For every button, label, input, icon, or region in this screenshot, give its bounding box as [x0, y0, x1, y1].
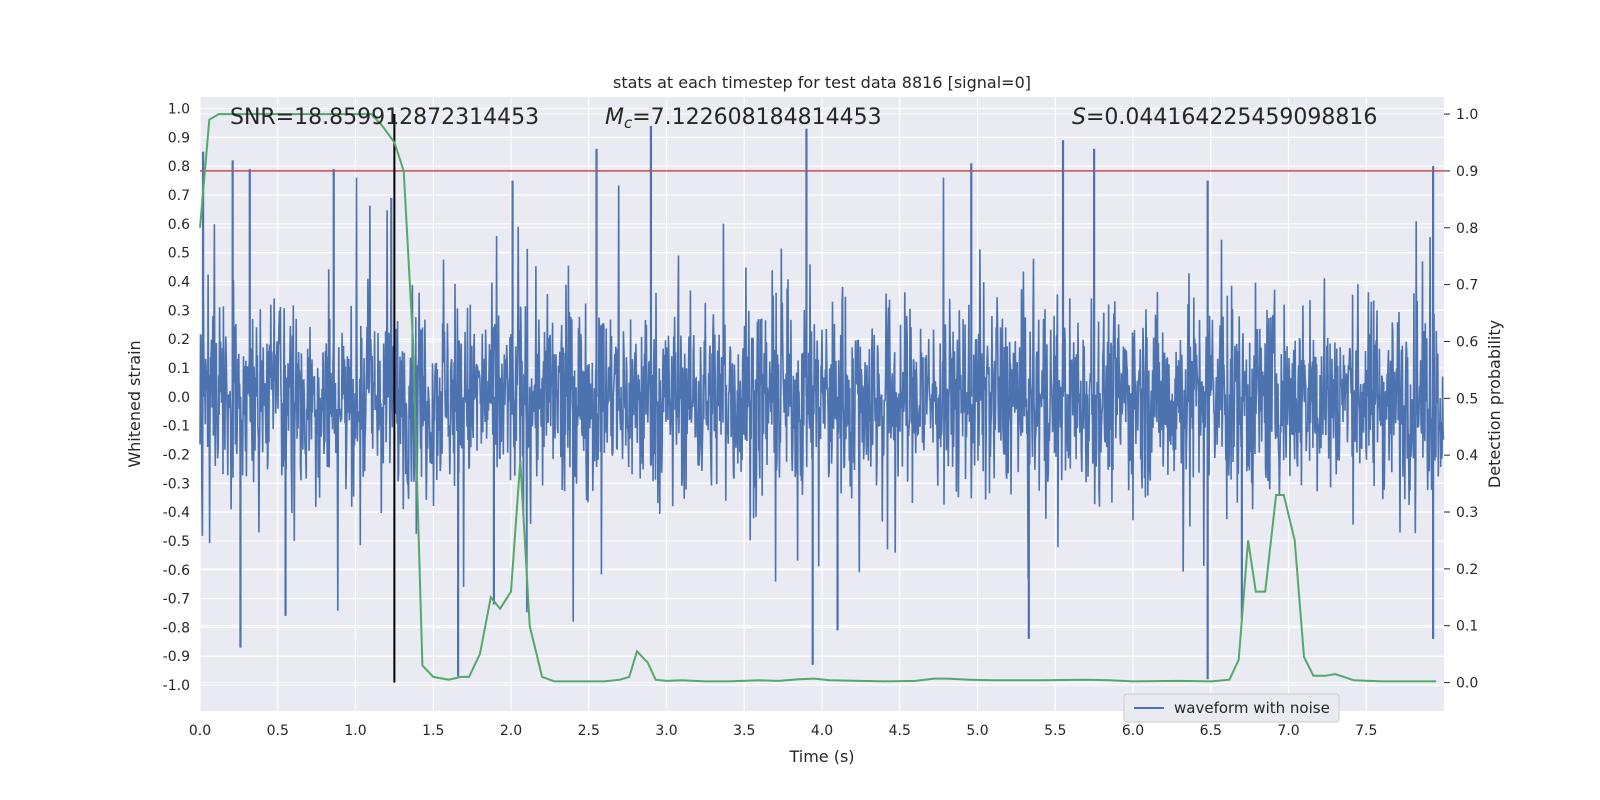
x-tick-label: 4.0	[811, 723, 833, 739]
chart-title: stats at each timestep for test data 881…	[613, 73, 1031, 92]
x-tick-label: 6.0	[1122, 723, 1144, 739]
y-tick-label-left: -0.3	[163, 476, 190, 492]
y-tick-label-left: -0.8	[163, 620, 190, 636]
y-tick-label-right: 0.2	[1456, 562, 1478, 578]
chirp-mass-subscript: c	[624, 114, 633, 132]
y-tick-label-left: -0.4	[163, 505, 190, 521]
x-tick-label: 3.0	[655, 723, 677, 739]
x-tick-label: 0.0	[189, 723, 211, 739]
y-tick-label-left: 0.8	[168, 159, 190, 175]
y-tick-label-right: 0.4	[1456, 448, 1478, 464]
x-tick-label: 1.5	[422, 723, 444, 739]
x-tick-label: 5.0	[966, 723, 988, 739]
y-tick-label-right: 0.5	[1456, 391, 1478, 407]
detection-probability-line	[199, 113, 1437, 683]
x-tick-label: 7.5	[1355, 723, 1377, 739]
y-tick-label-left: 0.2	[168, 332, 190, 348]
legend-label-waveform: waveform with noise	[1174, 699, 1330, 717]
y-tick-label-left: -0.1	[163, 419, 190, 435]
y-axis-label-left: Whitened strain	[125, 340, 144, 467]
y-tick-label-left: -0.5	[163, 534, 190, 550]
y-tick-label-right: 0.0	[1456, 676, 1478, 692]
y-tick-label-left: 0.7	[168, 188, 190, 204]
y-tick-label-left: -1.0	[163, 678, 190, 694]
y-axis-label-right: Detection probability	[1485, 320, 1504, 488]
chirp-mass-value: =7.122608184814453	[632, 105, 881, 130]
y-tick-label-left: -0.7	[163, 592, 190, 608]
y-tick-label-left: 0.0	[168, 390, 190, 406]
y-tick-label-left: 0.9	[168, 130, 190, 146]
y-tick-label-right: 1.0	[1456, 107, 1478, 123]
y-tick-label-left: 0.6	[168, 217, 190, 233]
x-tick-label: 7.0	[1277, 723, 1299, 739]
y-tick-label-left: 1.0	[168, 102, 190, 118]
x-tick-label: 2.5	[578, 723, 600, 739]
y-tick-label-left: -0.9	[163, 649, 190, 665]
y-tick-label-right: 0.3	[1456, 505, 1478, 521]
x-tick-label: 1.0	[344, 723, 366, 739]
y-tick-label-left: 0.1	[168, 361, 190, 377]
chirp-mass-annotation: Mc=7.122608184814453	[605, 105, 882, 132]
chirp-mass-symbol: M	[605, 105, 624, 130]
waveform-line	[199, 177, 1445, 622]
x-tick-label: 0.5	[267, 723, 289, 739]
x-tick-label: 5.5	[1044, 723, 1066, 739]
x-tick-label: 2.0	[500, 723, 522, 739]
y-tick-label-left: 0.5	[168, 246, 190, 262]
y-tick-label-left: 0.3	[168, 303, 190, 319]
legend: waveform with noise	[1123, 693, 1340, 723]
waveform-series	[199, 125, 1445, 680]
s-symbol: S	[1072, 105, 1086, 130]
y-tick-label-right: 0.6	[1456, 334, 1478, 350]
axes: 0.0 0.5 1.0 1.5 2.0 2.5 3.0 3.5 4.0 4.5 5.0 5.5 6.0 6…	[163, 102, 1479, 739]
y-tick-label-left: 0.4	[168, 274, 190, 290]
y-tick-label-right: 0.7	[1456, 278, 1478, 294]
x-tick-label: 6.5	[1200, 723, 1222, 739]
y-tick-label-right: 0.8	[1456, 221, 1478, 237]
x-tick-label: 3.5	[733, 723, 755, 739]
s-value: =0.044164225459098816	[1086, 105, 1377, 130]
overlay-lines	[199, 113, 1444, 683]
y-tick-label-right: 0.9	[1456, 164, 1478, 180]
legend-box	[1123, 693, 1340, 723]
snr-annotation: SNR=18.859912872314453	[230, 105, 539, 130]
y-tick-label-left: -0.2	[163, 447, 190, 463]
x-axis-label: Time (s)	[788, 747, 854, 766]
y-tick-label-left: -0.6	[163, 563, 190, 579]
s-annotation: S=0.044164225459098816	[1072, 105, 1377, 130]
y-tick-label-right: 0.1	[1456, 619, 1478, 635]
x-tick-label: 4.5	[889, 723, 911, 739]
